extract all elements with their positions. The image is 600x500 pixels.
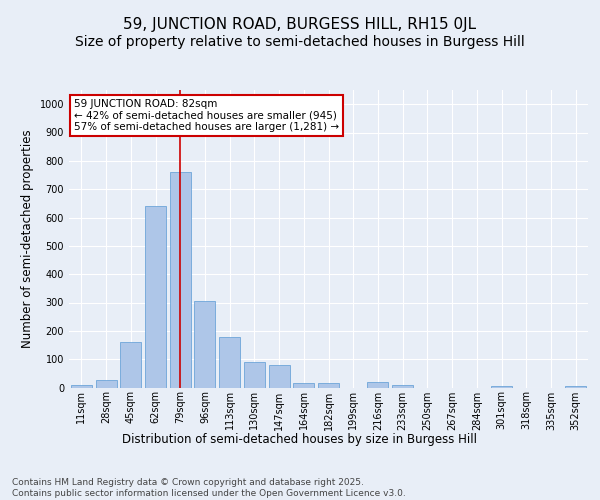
- Bar: [318, 383, 339, 388]
- Bar: [194, 301, 215, 388]
- Bar: [491, 386, 512, 388]
- Bar: [392, 384, 413, 388]
- Text: Size of property relative to semi-detached houses in Burgess Hill: Size of property relative to semi-detach…: [75, 35, 525, 49]
- Text: Contains HM Land Registry data © Crown copyright and database right 2025.
Contai: Contains HM Land Registry data © Crown c…: [12, 478, 406, 498]
- Bar: [71, 384, 92, 388]
- Bar: [145, 206, 166, 388]
- Bar: [565, 386, 586, 388]
- Bar: [120, 342, 141, 388]
- Bar: [293, 383, 314, 388]
- Text: Distribution of semi-detached houses by size in Burgess Hill: Distribution of semi-detached houses by …: [122, 432, 478, 446]
- Bar: [170, 172, 191, 388]
- Bar: [244, 362, 265, 388]
- Bar: [269, 365, 290, 388]
- Bar: [219, 336, 240, 388]
- Text: 59, JUNCTION ROAD, BURGESS HILL, RH15 0JL: 59, JUNCTION ROAD, BURGESS HILL, RH15 0J…: [124, 18, 476, 32]
- Bar: [367, 382, 388, 388]
- Y-axis label: Number of semi-detached properties: Number of semi-detached properties: [21, 130, 34, 348]
- Bar: [95, 380, 116, 388]
- Text: 59 JUNCTION ROAD: 82sqm
← 42% of semi-detached houses are smaller (945)
57% of s: 59 JUNCTION ROAD: 82sqm ← 42% of semi-de…: [74, 99, 340, 132]
